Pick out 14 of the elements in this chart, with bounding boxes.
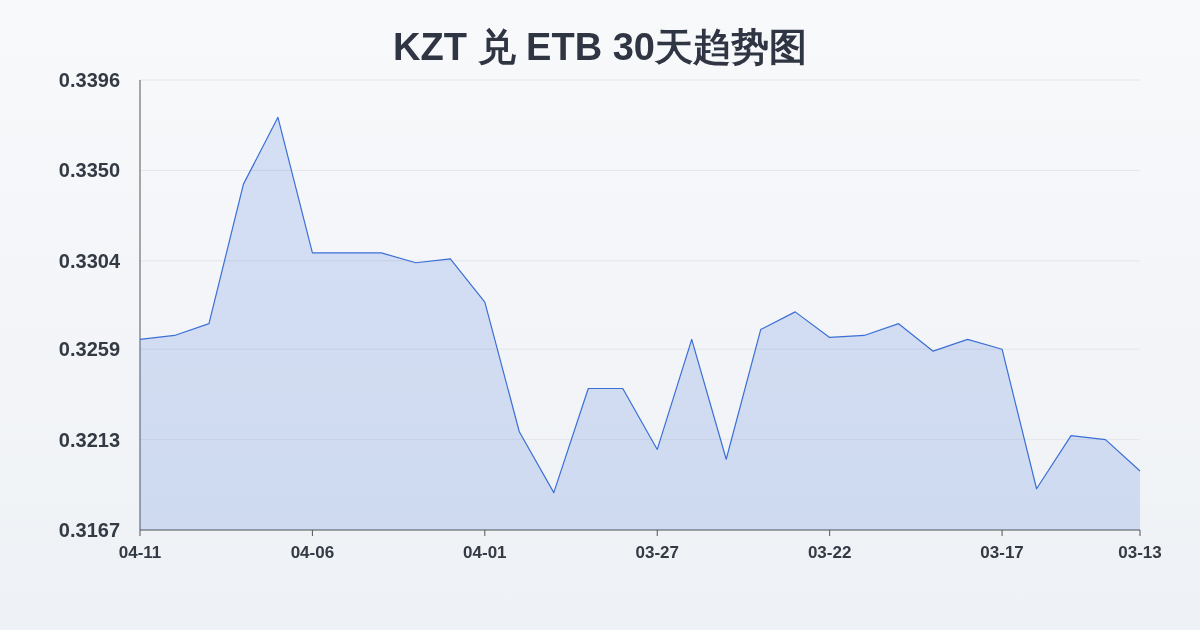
x-tick-label: 03-13 (1118, 543, 1162, 562)
y-tick-label: 0.3259 (58, 338, 120, 361)
x-tick-label: 03-17 (980, 543, 1024, 562)
y-tick-label: 0.3304 (58, 249, 121, 272)
y-tick-label: 0.3350 (58, 159, 120, 182)
x-tick-label: 03-22 (807, 543, 852, 562)
x-tick-label: 04-01 (463, 543, 507, 562)
chart-title: KZT 兑 ETB 30天趋势图 (393, 26, 807, 68)
y-tick-label: 0.3396 (58, 69, 120, 91)
x-tick-label: 04-06 (290, 543, 335, 562)
x-tick-label: 03-27 (635, 543, 679, 562)
x-tick-label: 04-11 (118, 543, 162, 562)
y-tick-label: 0.3213 (58, 428, 120, 451)
y-tick-label: 0.3167 (58, 519, 120, 541)
